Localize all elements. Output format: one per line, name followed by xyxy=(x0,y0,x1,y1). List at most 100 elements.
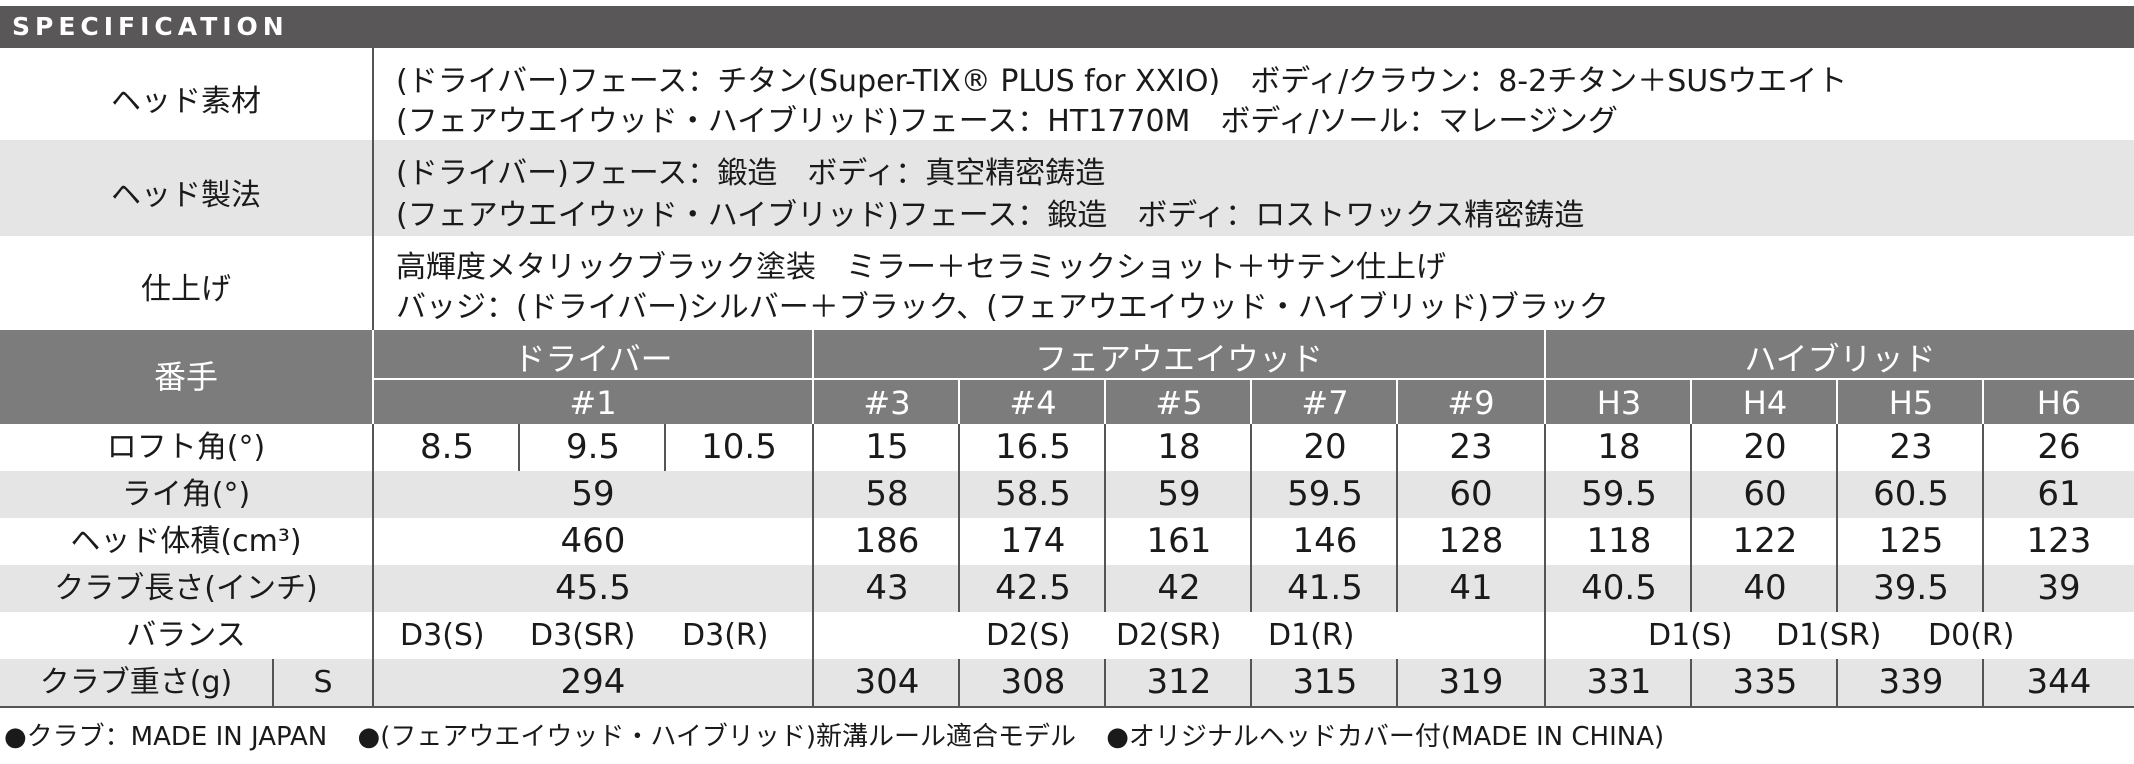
header-sep xyxy=(1544,330,1546,424)
column-sep xyxy=(1396,659,1398,706)
balance-cell: D1(S) xyxy=(1648,618,1733,653)
lie-cell: 59 xyxy=(571,474,615,514)
label-divider xyxy=(372,48,374,330)
length-cell: 40 xyxy=(1743,568,1787,608)
volume-cell: 128 xyxy=(1438,521,1504,561)
column-sep xyxy=(1836,424,1838,612)
balance-cell: D3(R) xyxy=(682,618,769,653)
lie-cell: 60 xyxy=(1743,474,1787,514)
lie-row: ライ角(°) 59 58 58.5 59 59.5 60 59.5 60 60.… xyxy=(0,471,2134,518)
footer-note-groove-rule: ●(フェアウエイウッド・ハイブリッド)新溝ルール適合モデル xyxy=(357,722,1076,752)
table-header: 番手 xyxy=(0,330,2134,424)
cell-sep xyxy=(664,424,666,471)
loft-cell: 18 xyxy=(1157,427,1201,467)
club-h3: H3 xyxy=(1596,384,1642,422)
weight-cell: 335 xyxy=(1732,662,1798,702)
column-sep xyxy=(1544,424,1546,706)
materials-block: ヘッド素材 (ドライバー)フェース：チタン(Super-TIX® PLUS fo… xyxy=(0,48,2134,140)
lie-cell: 59 xyxy=(1157,474,1201,514)
club-number-label: 番手 xyxy=(153,358,218,396)
length-cell: 42 xyxy=(1157,568,1201,608)
weight-cell: 331 xyxy=(1586,662,1652,702)
club-4w: #4 xyxy=(1009,384,1057,422)
materials-line-2: (フェアウエイウッド・ハイブリッド)フェース：HT1770M ボディ/ソール：マ… xyxy=(396,104,1618,139)
footer-note-headcover: ●オリジナルヘッドカバー付(MADE IN CHINA) xyxy=(1106,722,1665,752)
weight-cell: 304 xyxy=(854,662,920,702)
loft-cell: 23 xyxy=(1449,427,1493,467)
volume-cell: 122 xyxy=(1732,521,1798,561)
weight-cell: 312 xyxy=(1146,662,1212,702)
method-label: ヘッド製法 xyxy=(111,178,261,213)
loft-row: ロフト角(°) 8.5 9.5 10.5 15 16.5 18 20 23 18… xyxy=(0,424,2134,471)
club-h4: H4 xyxy=(1742,384,1788,422)
length-cell: 45.5 xyxy=(555,568,631,608)
weight-cell: 339 xyxy=(1878,662,1944,702)
header-sep xyxy=(372,330,374,424)
length-cell: 41.5 xyxy=(1287,568,1363,608)
column-sep xyxy=(1104,424,1106,612)
weight-cell: 294 xyxy=(560,662,626,702)
lie-cell: 60.5 xyxy=(1873,474,1949,514)
header-sep xyxy=(958,378,960,424)
balance-row: バランス D3(S) D3(SR) D3(R) D2(S) D2(SR) D1(… xyxy=(0,612,2134,659)
club-9w: #9 xyxy=(1447,384,1495,422)
weight-cell: 308 xyxy=(1000,662,1066,702)
volume-cell: 161 xyxy=(1146,521,1212,561)
column-sep xyxy=(1836,659,1838,706)
header-sep xyxy=(1396,378,1398,424)
club-7w: #7 xyxy=(1301,384,1349,422)
column-sep xyxy=(1250,424,1252,612)
group-driver: ドライバー xyxy=(513,340,673,378)
header-sep xyxy=(1250,378,1252,424)
column-sep xyxy=(1250,659,1252,706)
lie-cell: 60 xyxy=(1449,474,1493,514)
length-cell: 41 xyxy=(1449,568,1493,608)
loft-cell: 15 xyxy=(865,427,909,467)
volume-cell: 123 xyxy=(2026,521,2092,561)
loft-cell: 20 xyxy=(1743,427,1787,467)
club-5w: #5 xyxy=(1155,384,1203,422)
column-sep xyxy=(958,659,960,706)
length-cell: 40.5 xyxy=(1581,568,1657,608)
materials-line-1: (ドライバー)フェース：チタン(Super-TIX® PLUS for XXIO… xyxy=(396,64,1848,99)
loft-cell: 26 xyxy=(2037,427,2081,467)
footer-note-made-in: ●クラブ：MADE IN JAPAN xyxy=(4,722,328,752)
loft-cell: 16.5 xyxy=(995,427,1071,467)
weight-label: クラブ重さ(g) xyxy=(39,665,233,700)
weight-row: クラブ重さ(g) S 294 304 308 312 315 319 331 3… xyxy=(0,659,2134,706)
lie-cell: 61 xyxy=(2037,474,2081,514)
group-hybrid: ハイブリッド xyxy=(1744,340,1936,378)
group-fairway: フェアウエイウッド xyxy=(1034,340,1323,378)
section-title: SPECIFICATION xyxy=(12,12,289,41)
volume-cell: 460 xyxy=(560,521,626,561)
table-bottom-rule xyxy=(0,706,2134,708)
weight-cell: 315 xyxy=(1292,662,1358,702)
loft-cell: 10.5 xyxy=(701,427,777,467)
cell-sep xyxy=(518,424,520,471)
column-sep xyxy=(1396,424,1398,612)
length-label: クラブ長さ(インチ) xyxy=(54,571,318,606)
club-h5: H5 xyxy=(1888,384,1934,422)
balance-cell: D1(SR) xyxy=(1776,618,1882,653)
lie-cell: 59.5 xyxy=(1287,474,1363,514)
balance-cell: D2(SR) xyxy=(1116,618,1222,653)
header-divider xyxy=(374,378,2134,380)
header-sep xyxy=(1690,378,1692,424)
column-sep xyxy=(1104,659,1106,706)
volume-cell: 174 xyxy=(1000,521,1066,561)
loft-cell: 23 xyxy=(1889,427,1933,467)
method-block: ヘッド製法 (ドライバー)フェース：鍛造 ボディ：真空精密鋳造 (フェアウエイウ… xyxy=(0,140,2134,236)
volume-cell: 125 xyxy=(1878,521,1944,561)
loft-cell: 8.5 xyxy=(419,427,475,467)
volume-cell: 146 xyxy=(1292,521,1358,561)
balance-cell: D3(S) xyxy=(400,618,485,653)
lie-cell: 59.5 xyxy=(1581,474,1657,514)
column-sep xyxy=(812,424,814,706)
length-cell: 43 xyxy=(865,568,909,608)
lie-label: ライ角(°) xyxy=(121,477,251,512)
header-sep xyxy=(1836,378,1838,424)
column-sep xyxy=(1690,659,1692,706)
column-sep xyxy=(372,424,374,706)
length-cell: 42.5 xyxy=(995,568,1071,608)
finish-block: 仕上げ 高輝度メタリックブラック塗装 ミラー＋セラミックショット＋サテン仕上げ … xyxy=(0,236,2134,330)
